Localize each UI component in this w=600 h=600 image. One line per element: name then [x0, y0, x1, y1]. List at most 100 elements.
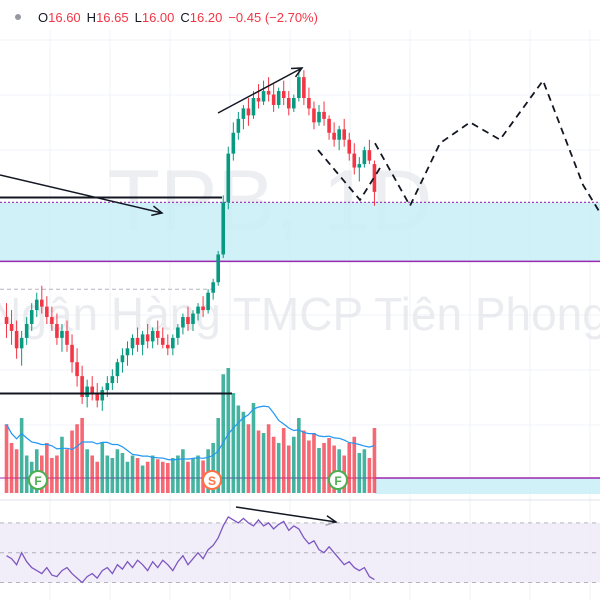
candle-body: [226, 153, 231, 203]
candle-body: [150, 330, 155, 342]
candle-body: [281, 91, 286, 99]
volume-bar: [236, 405, 241, 493]
candle-body: [120, 355, 125, 363]
volume-bar: [135, 458, 140, 493]
volume-bars: [4, 368, 377, 493]
candle-body: [135, 337, 140, 345]
support-zone: [0, 202, 600, 262]
candle-body: [55, 323, 59, 338]
candle-body: [221, 202, 226, 255]
candle-body: [181, 317, 185, 328]
candle-body: [216, 254, 220, 283]
low-value: L16.00: [134, 9, 175, 25]
volume-bar: [246, 424, 251, 493]
volume-bar: [181, 449, 185, 493]
marker-f-first[interactable]: F: [28, 470, 48, 490]
volume-bar: [256, 430, 261, 493]
volume-bar: [211, 443, 215, 493]
volume-bar: [100, 443, 105, 493]
candle-body: [60, 330, 64, 338]
marker-f-first-label: F: [34, 474, 41, 488]
candle-body: [24, 323, 29, 338]
candle-body: [160, 337, 165, 345]
volume-bar: [372, 428, 377, 493]
marker-s[interactable]: S: [202, 470, 222, 490]
volume-bar: [317, 448, 321, 493]
volume-bar: [292, 436, 296, 493]
volume-bar: [80, 418, 84, 493]
volume-bar: [45, 443, 49, 493]
volume-bar: [271, 436, 276, 493]
volume-bar: [55, 455, 59, 493]
volume-bar: [130, 455, 135, 493]
volume-bar: [75, 424, 79, 493]
volume-bar: [125, 461, 130, 493]
volume-bar: [357, 453, 362, 493]
candle-body: [266, 91, 271, 95]
candle-body: [130, 337, 135, 349]
volume-bar: [221, 374, 226, 493]
volume-bar: [171, 458, 175, 493]
candle-body: [322, 111, 326, 119]
volume-bar: [281, 428, 286, 493]
candle-body: [14, 330, 19, 349]
volume-bar: [176, 455, 180, 493]
candle-body: [125, 348, 130, 356]
candle-body: [211, 282, 215, 293]
candlesticks: [4, 70, 377, 411]
candle-body: [75, 362, 79, 377]
candle-body: [110, 376, 115, 384]
volume-bar: [216, 418, 220, 493]
candle-body: [171, 337, 175, 349]
candle-body: [191, 313, 195, 324]
candle-body: [45, 306, 49, 318]
marker-s-label: S: [208, 474, 216, 488]
candle-body: [241, 108, 246, 119]
candle-body: [231, 132, 236, 154]
candle-body: [196, 306, 200, 314]
volume-bar: [140, 465, 145, 493]
candle-body: [327, 118, 331, 133]
candle-body: [206, 292, 210, 311]
marker-f-first-ring: [28, 470, 48, 490]
candle-body: [261, 91, 266, 102]
volume-bar: [90, 455, 94, 493]
candle-body: [236, 118, 241, 133]
candle-body: [292, 98, 296, 109]
rsi-pane: [0, 499, 600, 584]
candle-body: [65, 330, 69, 345]
volume-bar: [367, 458, 372, 493]
candle-body: [271, 94, 276, 105]
candle-body: [9, 323, 14, 331]
candle-body: [337, 129, 341, 140]
candle-body: [302, 77, 306, 99]
marker-f-second[interactable]: F: [328, 470, 348, 490]
legend-toggle-icon[interactable]: [8, 7, 28, 27]
projection-path: [374, 78, 600, 214]
volume-bar: [70, 430, 74, 493]
trend-arrow-left-head: [151, 205, 164, 217]
volume-bar: [276, 443, 281, 493]
ohlc-legend: O16.60 H16.65 L16.00 C16.20 −0.45 (−2.70…: [8, 6, 324, 28]
volume-bar: [95, 461, 100, 493]
candle-body: [85, 386, 89, 397]
candle-body: [80, 376, 84, 397]
volume-bar: [186, 461, 190, 493]
volume-bar: [327, 438, 331, 493]
candle-body: [307, 98, 311, 109]
volume-bar: [286, 445, 291, 493]
volume-bar: [110, 458, 115, 493]
volume-bar: [251, 403, 256, 493]
volume-bar: [14, 449, 19, 493]
price-zones: [0, 201, 600, 494]
trend-drawings[interactable]: [0, 67, 600, 526]
volume-bar: [150, 455, 155, 493]
volume-bar: [60, 436, 64, 493]
candle-body: [251, 98, 256, 116]
candle-body: [276, 91, 281, 105]
change-value: −0.45 (−2.70%): [228, 9, 318, 25]
candle-body: [367, 150, 372, 161]
candle-body: [317, 111, 321, 123]
